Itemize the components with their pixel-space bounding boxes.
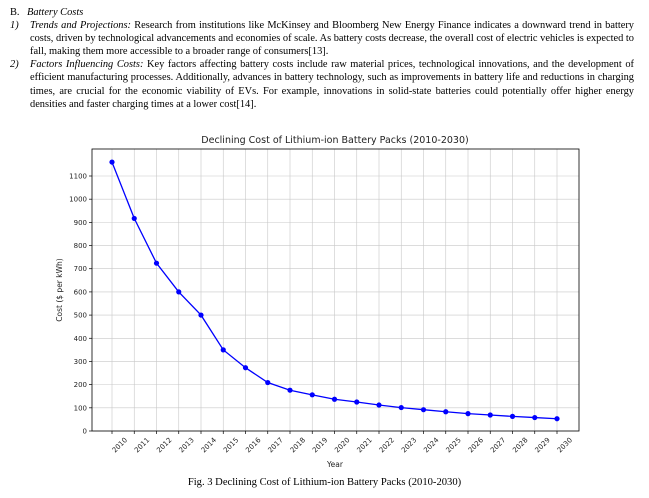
x-tick-label: 2013 [178, 436, 196, 454]
data-point [354, 399, 360, 405]
data-point [398, 404, 404, 411]
x-tick-label: 2027 [489, 436, 507, 454]
list-item: 1) Trends and Projections: Research from … [10, 19, 634, 58]
data-point [532, 414, 538, 421]
item-text: Key factors affecting battery costs incl… [30, 59, 634, 110]
data-point [487, 412, 493, 418]
data-point [287, 387, 293, 393]
item-number: 2) [10, 59, 19, 71]
data-point [465, 411, 471, 417]
chart-title: Declining Cost of Lithium-ion Battery Pa… [201, 135, 468, 146]
x-tick-label: 2011 [133, 436, 151, 454]
section-number: B. [10, 7, 20, 18]
x-axis-label: Year [326, 460, 344, 469]
item-number: 1) [10, 20, 19, 32]
y-axis-label: Cost ($ per kWh) [55, 258, 64, 321]
x-tick-label: 2018 [289, 436, 307, 454]
y-tick-label: 100 [74, 404, 87, 412]
grid-lines [92, 149, 579, 432]
item-lead: Factors Influencing Costs: [30, 59, 144, 71]
list-item: 2) Factors Influencing Costs: Key factors… [10, 58, 634, 110]
series-cost [109, 159, 560, 422]
data-point [309, 392, 315, 398]
x-tick-label: 2014 [200, 436, 219, 455]
data-point [220, 347, 226, 353]
x-tick-label: 2010 [111, 436, 129, 454]
x-tick-label: 2030 [556, 436, 574, 454]
y-tick-label: 600 [74, 288, 87, 296]
line-chart: Declining Cost of Lithium-ion Battery Pa… [55, 135, 580, 469]
x-tick-label: 2016 [244, 436, 263, 455]
data-point [109, 159, 115, 165]
x-tick-label: 2029 [534, 436, 552, 454]
x-tick-label: 2012 [155, 436, 173, 454]
plot-frame [91, 148, 580, 432]
y-tick-label: 900 [74, 219, 87, 227]
x-tick-label: 2023 [400, 436, 418, 454]
data-point [420, 407, 427, 413]
item-lead: Trends and Projections: [30, 20, 131, 32]
section-heading: B. Battery Costs [10, 6, 634, 19]
y-tick-label: 700 [74, 265, 87, 273]
y-tick-label: 0 [83, 428, 87, 436]
section-title: Battery Costs [27, 7, 84, 18]
y-tick-label: 300 [74, 358, 87, 366]
y-axis-ticks: 0 100 200 300 400 500 600 700 800 900 1000 1100 [69, 173, 92, 436]
paper-text: B. Battery Costs 1) Trends and Projections… [10, 6, 634, 111]
data-point [376, 402, 382, 408]
data-point [198, 312, 204, 318]
x-axis-ticks: 2010 2011 2012 2013 2014 2015 2016 2017 2018 2019… [111, 431, 574, 454]
x-tick-label: 2028 [511, 436, 529, 454]
data-point [265, 379, 271, 386]
x-tick-label: 2017 [267, 436, 285, 454]
x-tick-label: 2015 [222, 436, 240, 454]
y-tick-label: 800 [74, 242, 87, 250]
data-point [509, 413, 516, 419]
x-tick-label: 2022 [378, 436, 396, 454]
data-point [331, 396, 338, 402]
x-tick-label: 2020 [333, 436, 351, 454]
y-tick-label: 200 [74, 381, 87, 389]
x-tick-label: 2025 [445, 436, 463, 454]
x-tick-label: 2021 [356, 436, 374, 454]
figure-caption: Fig. 3 Declining Cost of Lithium-ion Bat… [187, 477, 462, 488]
data-point [242, 365, 249, 371]
item-text: Research from institutions like McKinsey… [30, 20, 635, 58]
x-tick-label: 2019 [311, 436, 329, 454]
data-point [131, 215, 137, 222]
data-point [554, 416, 560, 422]
y-tick-label: 1100 [69, 173, 87, 181]
x-tick-label: 2026 [467, 436, 486, 455]
y-tick-label: 400 [74, 335, 87, 343]
data-point [443, 409, 449, 415]
data-point [176, 289, 182, 295]
x-tick-label: 2024 [422, 436, 441, 455]
y-tick-label: 1000 [69, 196, 87, 204]
y-tick-label: 500 [74, 312, 87, 320]
data-point [153, 260, 160, 266]
